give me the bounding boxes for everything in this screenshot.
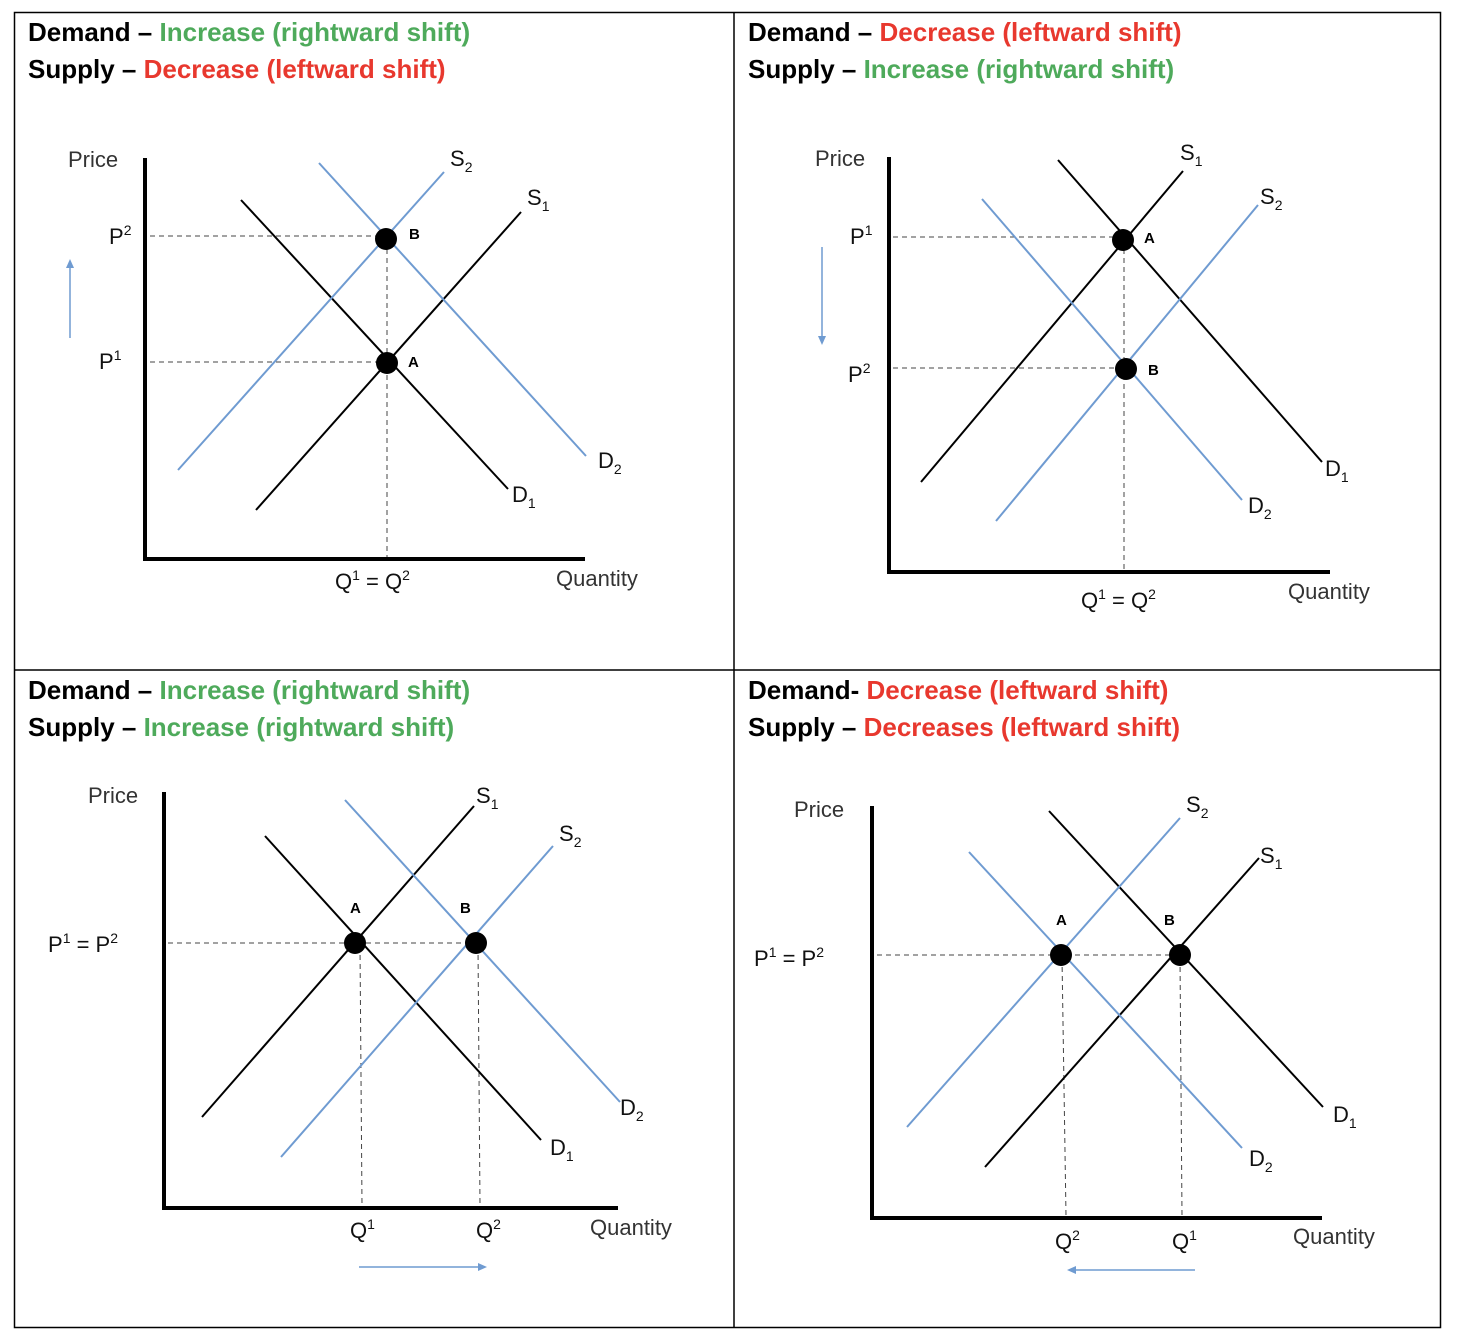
equilibrium-point-b (1115, 358, 1137, 380)
price-label-p1: P1 (850, 222, 873, 249)
demand-curve-d2 (968, 851, 1243, 1149)
quantity-right-arrow (359, 1263, 487, 1271)
guide-q1 (359, 945, 363, 1207)
curve-label-s1: S1 (1180, 140, 1203, 169)
curve-label-d1: D1 (1333, 1102, 1357, 1131)
demand-curve-d1 (1057, 159, 1323, 463)
guide-q1 (1179, 957, 1183, 1217)
equilibrium-point-a (376, 352, 398, 374)
caption: Demand- Decrease (leftward shift) Supply… (748, 672, 1180, 746)
point-label-a: A (350, 900, 361, 917)
curve-label-s2: S2 (450, 146, 473, 175)
price-label-p2: P2 (109, 222, 132, 249)
quantity-label-q2: Q2 (476, 1216, 501, 1243)
point-label-b: B (460, 900, 471, 917)
quantity-axis-label: Quantity (590, 1215, 672, 1240)
quantity-label: Q1 = Q2 (335, 567, 410, 594)
equilibrium-point-b (465, 932, 487, 954)
demand-curve-d2 (981, 198, 1243, 501)
curve-label-s1: S1 (1260, 843, 1283, 872)
price-label-p2: P2 (848, 360, 871, 387)
supply-curve-s1 (201, 805, 475, 1118)
quantity-left-arrow (1067, 1266, 1195, 1274)
quantity-axis-label: Quantity (1293, 1224, 1375, 1249)
demand-curve-d1 (240, 199, 509, 490)
supply-caption: Supply – Decrease (leftward shift) (28, 54, 446, 84)
price-label-p1: P1 (99, 347, 122, 374)
curve-label-d2: D2 (1248, 493, 1272, 522)
equilibrium-point-a (1050, 944, 1072, 966)
quantity-label-q1: Q1 (350, 1216, 375, 1243)
point-label-a: A (408, 354, 419, 371)
price-axis-label: Price (68, 147, 118, 172)
curve-label-d2: D2 (598, 448, 622, 477)
point-label-b: B (409, 226, 420, 243)
demand-caption: Demand- Decrease (leftward shift) (748, 675, 1169, 705)
panel-demand-increase-supply-decrease: Demand – Increase (rightward shift) Supp… (14, 12, 734, 670)
supply-curve-s2 (280, 845, 554, 1158)
supply-caption: Supply – Increase (rightward shift) (28, 712, 455, 742)
price-axis-label: Price (815, 146, 865, 171)
point-label-a: A (1056, 912, 1067, 929)
supply-curve-s1 (920, 170, 1184, 483)
curve-label-s2: S2 (559, 821, 582, 850)
curve-label-s2: S2 (1260, 184, 1283, 213)
equilibrium-point-b (1169, 944, 1191, 966)
equilibrium-point-a (344, 932, 366, 954)
supply-demand-diagram: Price Quantity A B S2 S1 D1 D2 P1 = P2 Q… (754, 792, 1375, 1274)
supply-curve-s1 (984, 857, 1260, 1168)
quantity-label-q2: Q2 (1055, 1227, 1080, 1254)
caption: Demand – Increase (rightward shift) Supp… (28, 14, 470, 88)
price-up-arrow (66, 259, 74, 338)
price-label: P1 = P2 (754, 944, 824, 971)
guide-q2 (1061, 957, 1067, 1217)
supply-demand-diagram: Price Quantity B A S2 S1 D2 D1 P2 P1 Q1 … (66, 146, 638, 594)
price-axis-label: Price (794, 797, 844, 822)
supply-caption: Supply – Increase (rightward shift) (748, 54, 1175, 84)
demand-curve-d2 (318, 162, 587, 457)
point-label-b: B (1148, 362, 1159, 379)
equilibrium-point-b (375, 228, 397, 250)
quantity-axis-label: Quantity (556, 566, 638, 591)
curve-label-d1: D1 (1325, 456, 1349, 485)
quantity-label: Q1 = Q2 (1081, 586, 1156, 613)
panel-demand-decrease-supply-decrease: Demand- Decrease (leftward shift) Supply… (734, 670, 1441, 1328)
curve-label-s1: S1 (476, 783, 499, 812)
curve-label-d2: D2 (620, 1095, 644, 1124)
equilibrium-point-a (1112, 229, 1134, 251)
price-down-arrow (818, 247, 826, 345)
point-label-a: A (1144, 230, 1155, 247)
demand-curve-d1 (264, 835, 542, 1141)
supply-caption: Supply – Decreases (leftward shift) (748, 712, 1181, 742)
supply-curve-s2 (906, 817, 1181, 1128)
caption: Demand – Increase (rightward shift) Supp… (28, 672, 470, 746)
point-label-b: B (1164, 912, 1175, 929)
guide-q2 (477, 945, 481, 1207)
price-axis-label: Price (88, 783, 138, 808)
curve-label-d1: D1 (550, 1135, 574, 1164)
demand-caption: Demand – Decrease (leftward shift) (748, 17, 1182, 47)
supply-curve-s2 (177, 171, 445, 471)
curve-label-s1: S1 (527, 185, 550, 214)
supply-demand-diagram: Price Quantity A B S1 S2 D1 D2 P1 P2 Q1 … (815, 140, 1370, 613)
curve-label-d2: D2 (1249, 1146, 1273, 1175)
demand-caption: Demand – Increase (rightward shift) (28, 17, 471, 47)
panel-demand-decrease-supply-increase: Demand – Decrease (leftward shift) Suppl… (734, 12, 1441, 670)
curve-label-d1: D1 (512, 482, 536, 511)
quantity-axis-label: Quantity (1288, 579, 1370, 604)
price-label: P1 = P2 (48, 930, 118, 957)
panel-demand-increase-supply-increase: Demand – Increase (rightward shift) Supp… (14, 670, 734, 1328)
curve-label-s2: S2 (1186, 792, 1209, 821)
demand-caption: Demand – Increase (rightward shift) (28, 675, 471, 705)
supply-demand-diagram: Price Quantity A B S1 S2 D2 D1 P1 = P2 Q… (48, 783, 672, 1271)
quantity-label-q1: Q1 (1172, 1227, 1197, 1254)
caption: Demand – Decrease (leftward shift) Suppl… (748, 14, 1181, 88)
